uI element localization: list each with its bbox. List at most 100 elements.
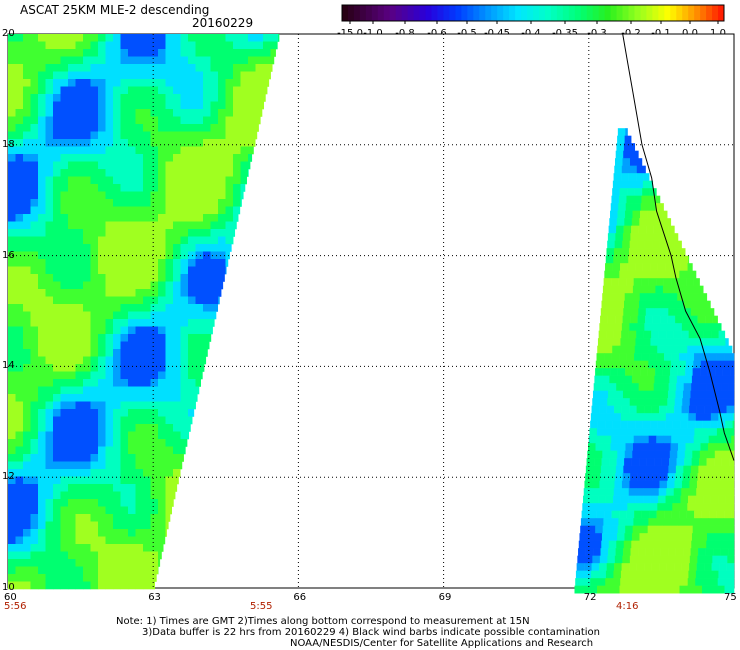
swath-cell <box>722 525 731 534</box>
swath-cell <box>30 296 39 305</box>
swath-cell <box>30 334 39 342</box>
swath-cell <box>150 199 159 207</box>
swath-cell <box>45 529 54 537</box>
swath-cell <box>120 506 129 515</box>
swath-cell <box>225 244 232 252</box>
swath-cell <box>75 184 84 192</box>
swath-cell <box>98 431 106 440</box>
swath-cell <box>158 184 166 192</box>
swath-cell <box>68 484 76 492</box>
swath-cell <box>678 360 687 369</box>
swath-cell <box>609 293 618 301</box>
swath-cell <box>648 518 657 526</box>
swath-cell <box>8 394 16 402</box>
swath-cell <box>628 173 637 181</box>
swath-cell <box>165 64 174 72</box>
swath-cell <box>173 206 181 215</box>
swath-cell <box>30 371 39 380</box>
swath-cell <box>120 326 129 335</box>
swath-cell <box>53 124 61 132</box>
swath-cell <box>225 236 234 245</box>
swath-cell <box>210 79 219 87</box>
swath-cell <box>98 281 106 290</box>
swath-cell <box>45 116 54 125</box>
swath-cell <box>23 199 31 207</box>
swath-cell <box>165 379 174 387</box>
swath-cell <box>98 401 106 410</box>
swath-cell <box>38 439 46 447</box>
swath-cell <box>646 218 655 226</box>
swath-cell <box>240 146 249 155</box>
swath-cell <box>658 488 667 496</box>
swath-cell <box>143 341 151 350</box>
swath-cell <box>165 289 174 297</box>
swath-cell <box>233 169 241 177</box>
swath-cell <box>670 285 679 294</box>
swath-cell <box>188 146 196 155</box>
colorbar-segment <box>503 5 510 21</box>
swath-cell <box>165 154 174 162</box>
swath-cell <box>105 274 114 282</box>
swath-cell <box>98 131 106 140</box>
swath-cell <box>624 375 633 384</box>
swath-cell <box>150 289 159 297</box>
swath-cell <box>188 409 195 417</box>
swath-cell <box>98 544 106 552</box>
swath-cell <box>670 443 679 451</box>
swath-cell <box>68 304 76 312</box>
swath-cell <box>695 420 703 429</box>
swath-cell <box>173 41 181 50</box>
swath-cell <box>195 364 204 372</box>
swath-cell <box>135 356 144 365</box>
swath-cell <box>143 401 151 410</box>
swath-cell <box>710 338 719 346</box>
swath-cell <box>150 176 159 185</box>
swath-cell <box>589 428 598 436</box>
swath-cell <box>673 488 682 496</box>
swath-cell <box>655 285 664 294</box>
swath-cell <box>30 221 39 230</box>
swath-cell <box>53 139 61 147</box>
swath-cell <box>150 49 159 57</box>
swath-cell <box>255 56 264 65</box>
swath-cell <box>75 401 84 410</box>
swath-cell <box>75 116 84 125</box>
swath-cell <box>60 514 69 522</box>
swath-cell <box>173 146 181 155</box>
swath-cell <box>188 334 196 342</box>
swath-cell <box>90 94 99 102</box>
swath-cell <box>614 563 622 571</box>
swath-cell <box>23 274 31 282</box>
swath-cell <box>15 566 24 575</box>
swath-cell <box>8 146 16 155</box>
swath-cell <box>654 450 663 459</box>
swath-cell <box>188 229 196 237</box>
swath-cell <box>45 326 54 335</box>
swath-cell <box>83 86 91 95</box>
swath-cell <box>23 109 31 117</box>
swath-cell <box>75 484 84 492</box>
swath-cell <box>210 169 219 177</box>
swath-cell <box>60 544 69 552</box>
swath-cell <box>195 34 204 42</box>
swath-cell <box>658 495 666 504</box>
swath-cell <box>45 461 54 470</box>
swath-cell <box>653 540 662 549</box>
swath-cell <box>218 251 226 260</box>
swath-cell <box>180 71 189 80</box>
swath-cell <box>60 229 69 237</box>
swath-cell <box>593 383 602 391</box>
swath-cell <box>143 349 151 357</box>
swath-cell <box>680 420 688 429</box>
swath-cell <box>83 416 91 425</box>
swath-cell <box>610 368 618 376</box>
swath-cell <box>143 71 151 80</box>
swath-cell <box>135 161 144 170</box>
swath-cell <box>195 326 204 335</box>
swath-cell <box>173 49 181 57</box>
swath-cell <box>203 214 211 222</box>
swath-cell <box>210 131 219 140</box>
swath-cell <box>173 311 181 320</box>
swath-cell <box>98 34 106 42</box>
swath-cell <box>23 409 31 417</box>
